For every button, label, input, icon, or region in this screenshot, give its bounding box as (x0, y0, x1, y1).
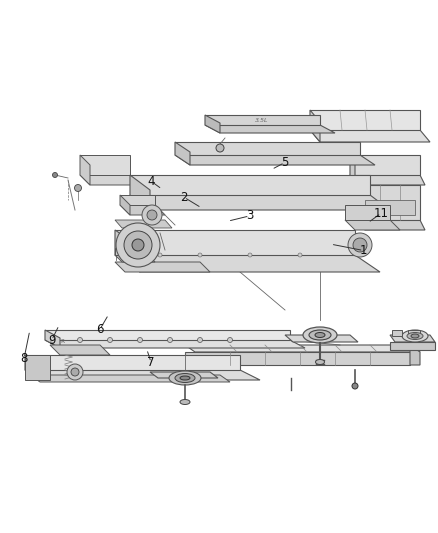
Polygon shape (120, 195, 155, 205)
Ellipse shape (169, 371, 201, 385)
Circle shape (74, 184, 81, 191)
Circle shape (127, 247, 137, 257)
Circle shape (227, 337, 233, 343)
Circle shape (298, 253, 302, 257)
Text: 5: 5 (281, 156, 288, 169)
Polygon shape (205, 125, 335, 133)
Polygon shape (120, 205, 165, 215)
Polygon shape (175, 142, 360, 155)
Polygon shape (45, 330, 60, 348)
Polygon shape (205, 115, 320, 125)
Ellipse shape (309, 330, 331, 340)
Circle shape (142, 205, 162, 225)
Polygon shape (115, 248, 148, 255)
Polygon shape (30, 375, 230, 382)
Polygon shape (115, 255, 155, 262)
Text: L  R: L R (50, 339, 65, 344)
Polygon shape (80, 175, 140, 185)
Text: 3.5L: 3.5L (255, 118, 268, 123)
Ellipse shape (402, 330, 428, 342)
Polygon shape (175, 142, 190, 165)
Circle shape (147, 210, 157, 220)
Polygon shape (25, 355, 45, 380)
Circle shape (67, 364, 83, 380)
Text: 4: 4 (147, 175, 155, 188)
Circle shape (216, 144, 224, 152)
Circle shape (248, 253, 252, 257)
Polygon shape (185, 352, 410, 365)
Polygon shape (175, 155, 375, 165)
Polygon shape (45, 330, 290, 340)
Polygon shape (185, 345, 420, 352)
Polygon shape (80, 155, 130, 175)
Polygon shape (310, 110, 420, 130)
Polygon shape (360, 185, 365, 230)
Circle shape (158, 253, 162, 257)
Polygon shape (115, 220, 172, 228)
Polygon shape (350, 155, 420, 175)
Circle shape (198, 337, 202, 343)
Circle shape (167, 337, 173, 343)
Circle shape (353, 238, 367, 252)
Ellipse shape (180, 376, 190, 380)
Circle shape (132, 239, 144, 251)
Circle shape (78, 337, 82, 343)
Ellipse shape (315, 333, 325, 337)
Circle shape (124, 231, 152, 259)
Polygon shape (120, 195, 130, 215)
Polygon shape (25, 355, 50, 380)
Polygon shape (50, 345, 110, 355)
Text: 6: 6 (96, 323, 104, 336)
Circle shape (198, 253, 202, 257)
Polygon shape (360, 220, 425, 230)
Polygon shape (150, 372, 218, 378)
Polygon shape (310, 130, 430, 142)
Circle shape (116, 223, 160, 267)
Polygon shape (392, 330, 402, 336)
Polygon shape (25, 370, 260, 380)
Polygon shape (365, 200, 415, 215)
Polygon shape (408, 330, 420, 336)
Circle shape (107, 337, 113, 343)
Ellipse shape (180, 400, 190, 405)
Circle shape (352, 383, 358, 389)
Text: 1: 1 (360, 244, 367, 257)
Polygon shape (345, 220, 400, 230)
Polygon shape (25, 355, 240, 370)
Polygon shape (350, 155, 355, 185)
Polygon shape (205, 115, 220, 133)
Polygon shape (390, 335, 435, 342)
Polygon shape (115, 230, 355, 255)
Polygon shape (350, 175, 425, 185)
Circle shape (348, 233, 372, 257)
Polygon shape (360, 185, 420, 220)
Ellipse shape (175, 374, 195, 383)
Ellipse shape (303, 327, 337, 343)
Text: 2: 2 (180, 191, 188, 204)
Polygon shape (345, 205, 390, 220)
Polygon shape (285, 335, 358, 342)
Text: 9: 9 (48, 334, 56, 346)
Circle shape (71, 368, 79, 376)
Polygon shape (80, 155, 90, 185)
Polygon shape (130, 195, 390, 210)
Polygon shape (390, 342, 435, 350)
Text: 8: 8 (21, 352, 28, 365)
Circle shape (138, 337, 142, 343)
Polygon shape (130, 175, 370, 195)
Polygon shape (410, 345, 420, 365)
Circle shape (53, 173, 57, 177)
Text: 11: 11 (374, 207, 389, 220)
Ellipse shape (315, 359, 325, 365)
Ellipse shape (411, 334, 419, 338)
Ellipse shape (407, 333, 423, 340)
Polygon shape (115, 255, 380, 272)
Text: 7: 7 (147, 356, 155, 369)
Polygon shape (45, 340, 305, 348)
Polygon shape (310, 110, 320, 142)
Polygon shape (130, 175, 150, 210)
Polygon shape (115, 262, 210, 272)
Polygon shape (115, 230, 140, 272)
Text: 3: 3 (246, 209, 253, 222)
